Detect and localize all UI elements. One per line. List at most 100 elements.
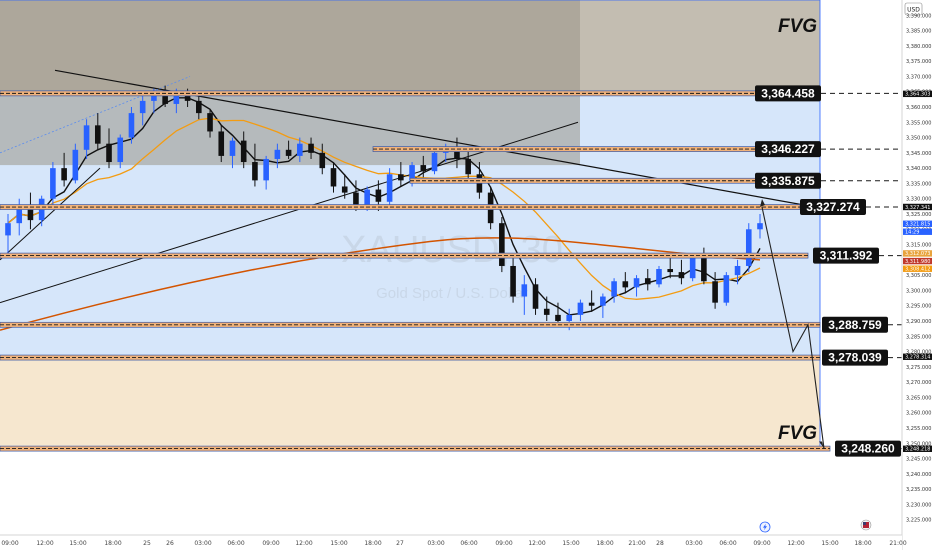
level-label-box[interactable]: [755, 85, 821, 102]
candle-body: [196, 100, 202, 114]
candle-body: [622, 281, 629, 288]
y-tick-label: 3,385.000: [906, 29, 931, 35]
level-label-box[interactable]: [822, 316, 888, 333]
candle-body: [50, 168, 56, 199]
y-tick-label: 3,370.000: [906, 74, 931, 80]
candle-body: [252, 162, 258, 181]
candle-body: [386, 174, 393, 202]
candle-body: [94, 125, 101, 144]
candle-body: [139, 100, 146, 114]
candle-body: [757, 223, 763, 230]
candle-body: [532, 284, 539, 309]
candle-body: [27, 204, 34, 221]
price-tag[interactable]: [903, 228, 932, 235]
price-tag[interactable]: [903, 90, 932, 98]
candle-body: [543, 308, 550, 315]
candle-body: [499, 223, 505, 266]
candle-body: [72, 149, 79, 181]
candle-body: [308, 143, 314, 153]
candle-body: [285, 149, 292, 156]
price-tag[interactable]: [903, 250, 932, 257]
x-tick-label: 26: [166, 540, 174, 547]
candle-body: [16, 204, 23, 224]
candle-body: [151, 94, 157, 101]
entry-arrowhead: [760, 198, 765, 207]
y-tick-label: 3,305.000: [906, 273, 931, 279]
y-tick-label: 3,360.000: [906, 105, 931, 111]
level-label: 3,364.458: [761, 86, 815, 100]
level-label-box[interactable]: [755, 172, 821, 189]
ma-mid-line: [7, 117, 761, 300]
y-tick-label: 3,355.000: [906, 120, 931, 126]
x-tick-label: 15:00: [821, 540, 838, 547]
price-tag[interactable]: [903, 220, 932, 227]
x-tick-label: 09:00: [1, 540, 18, 547]
level-label-box[interactable]: [822, 349, 888, 366]
price-tag[interactable]: [903, 353, 932, 360]
y-tick-label: 3,265.000: [906, 395, 931, 401]
flag-icon[interactable]: [860, 519, 872, 531]
candle-body: [341, 186, 348, 193]
price-tag[interactable]: [903, 265, 932, 272]
candle-body: [240, 140, 247, 163]
candle-body: [667, 269, 674, 273]
y-tick-label: 3,235.000: [906, 487, 931, 493]
y-tick-label: 3,390.000: [906, 13, 931, 19]
time-axis[interactable]: [0, 535, 902, 550]
y-tick-label: 3,325.000: [906, 212, 931, 218]
candle-body: [162, 94, 168, 104]
candle-body: [431, 152, 438, 172]
level-label-box[interactable]: [800, 199, 866, 216]
candle-body: [678, 272, 685, 279]
level-label: 3,311.392: [820, 249, 873, 263]
y-tick-label: 3,340.000: [906, 166, 931, 172]
candle-body: [263, 158, 269, 181]
price-tag-label: 3,312.073: [905, 251, 930, 257]
price-tag[interactable]: [903, 257, 932, 265]
price-tag[interactable]: [903, 203, 932, 211]
candle-body: [510, 265, 516, 297]
candle-body: [117, 137, 124, 163]
price-tag-label: 3,364.303: [905, 92, 930, 98]
candle-body: [712, 281, 718, 303]
level-label-box[interactable]: [813, 247, 879, 264]
level-label-box[interactable]: [835, 440, 901, 457]
x-tick-label: 06:00: [227, 540, 244, 547]
candle-body: [184, 91, 191, 101]
currency-badge[interactable]: [904, 2, 923, 16]
x-tick-label: 06:00: [719, 540, 736, 547]
lightning-icon[interactable]: [759, 521, 771, 533]
candle-body: [465, 158, 471, 175]
price-tag[interactable]: [903, 445, 932, 452]
y-tick-label: 3,345.000: [906, 151, 931, 157]
candle-body: [745, 229, 752, 266]
candle-body: [297, 143, 303, 156]
candle-body: [106, 143, 112, 163]
y-tick-label: 3,380.000: [906, 44, 931, 50]
x-tick-label: 18:00: [596, 540, 613, 547]
y-tick-label: 3,255.000: [906, 426, 931, 432]
candle-body: [723, 275, 730, 303]
x-tick-label: 12:00: [528, 540, 545, 547]
candle-body: [420, 165, 427, 172]
x-tick-label: 09:00: [753, 540, 770, 547]
y-tick-label: 3,260.000: [906, 411, 931, 417]
candle-body: [398, 174, 404, 181]
watermark-symbol: XAUUSD, 30: [341, 229, 563, 271]
candle-body: [644, 278, 651, 285]
y-tick-label: 3,295.000: [906, 304, 931, 310]
level-label-box[interactable]: [755, 141, 821, 158]
level-label: 3,335.875: [761, 174, 815, 188]
candle-body: [633, 278, 640, 288]
fvg-label-bottom: FVG: [778, 423, 817, 444]
level-label: 3,288.759: [828, 318, 882, 332]
candle-body: [566, 314, 572, 321]
y-tick-label: 3,300.000: [906, 288, 931, 294]
x-tick-label: 27: [396, 540, 404, 547]
candle-body: [689, 256, 696, 279]
candle-body: [83, 125, 90, 150]
x-tick-label: 03:00: [427, 540, 444, 547]
candle-body: [588, 302, 595, 306]
price-tag-label: 3,248.218: [905, 447, 930, 453]
